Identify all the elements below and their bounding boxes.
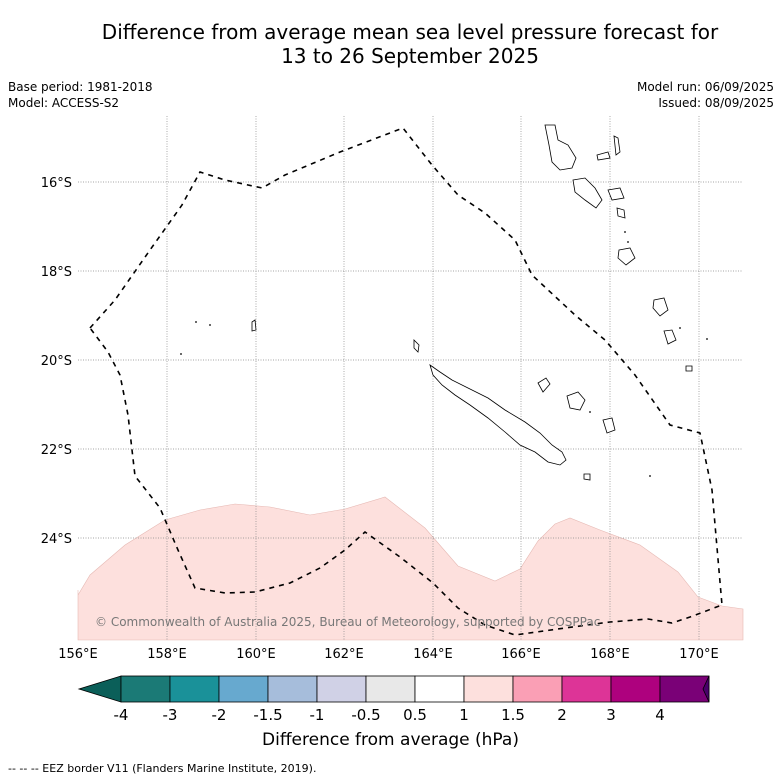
loyalty-island [566,391,586,411]
colorbar-high-extend [702,675,710,703]
colorbar-tick-label: 1 [459,706,469,724]
gridlines [78,116,743,640]
efate [617,247,636,266]
colorbar-tick-label: 3 [606,706,616,724]
colorbar-tick-label: 1.5 [501,706,525,724]
eez-legend-text: -- -- -- EEZ border V11 (Flanders Marine… [8,762,317,775]
issued-label: Issued: 08/09/2025 [658,96,774,110]
chesterfield-reef [251,319,257,332]
meta-left: Base period: 1981-2018 Model: ACCESS-S2 [8,79,153,111]
lat-tick-label: 18°S [41,265,72,280]
colorbar-tick-label: 0.5 [403,706,427,724]
colorbar-segment [316,675,367,703]
new-caledonia-coastline [429,364,567,466]
colorbar: -4 -3 -2 -1.5 -1 -0.5 0.5 1 1.5 2 3 4 [77,675,710,724]
islet [624,231,626,233]
eez-border [88,127,723,636]
islet [195,321,197,323]
vanuatu-island [616,207,626,219]
lat-tick-label: 24°S [41,532,72,547]
lon-tick-label: 166°E [501,647,541,662]
title-line-1: Difference from average mean sea level p… [101,20,719,44]
axis-labels: 16°S 18°S 20°S 22°S 24°S 156°E 158°E 160… [41,176,719,662]
colorbar-segment [610,675,661,703]
islet [209,324,211,326]
colorbar-low-extend [77,675,122,703]
lon-tick-label: 164°E [413,647,453,662]
colorbar-segment [414,675,465,703]
espiritu-santo [544,124,577,171]
lon-tick-label: 162°E [324,647,364,662]
colorbar-tick-label: -0.5 [351,706,380,724]
islet [649,475,651,477]
aneityum [685,365,693,372]
map-area: © Commonwealth of Australia 2025, Bureau… [77,116,744,641]
base-period-label: Base period: 1981-2018 [8,80,153,94]
colorbar-tick-label: -1.5 [253,706,282,724]
vanuatu-island [596,151,611,161]
model-run-label: Model run: 06/09/2025 [636,80,774,94]
lon-tick-label: 168°E [590,647,630,662]
belep-island [413,339,420,353]
colorbar-segment [659,675,710,703]
vanuatu-island [613,135,621,156]
vanuatu-island [607,187,625,201]
colorbar-segment [169,675,220,703]
islet [679,327,681,329]
colorbar-segment [463,675,514,703]
erromango [652,297,669,317]
colorbar-tick-label: -2 [212,706,227,724]
loyalty-island [602,417,616,434]
meta-right: Model run: 06/09/2025 Issued: 08/09/2025 [637,79,774,111]
islet [180,353,182,355]
model-label: Model: ACCESS-S2 [8,96,120,110]
islet [589,411,591,413]
lat-tick-label: 22°S [41,443,72,458]
colorbar-tick-label: -3 [163,706,178,724]
islet [627,241,629,243]
lon-tick-label: 158°E [147,647,187,662]
colorbar-tick-label: -4 [114,706,129,724]
tanna [663,329,677,345]
lon-tick-label: 170°E [679,647,719,662]
colorbar-segment [365,675,416,703]
isle-of-pines [583,473,591,481]
colorbar-tick-label: 2 [557,706,567,724]
map-title: Difference from average mean sea level p… [40,20,780,68]
islet [706,338,708,340]
colorbar-tick-label: -1 [310,706,325,724]
title-line-2: 13 to 26 September 2025 [281,44,539,68]
colorbar-segment [267,675,318,703]
colorbar-tick-label: 4 [655,706,665,724]
colorbar-segment [561,675,612,703]
pressure-anomaly-region [77,496,744,641]
lon-tick-label: 160°E [236,647,276,662]
lat-tick-label: 20°S [41,354,72,369]
loyalty-island [537,377,551,393]
malakula [572,177,603,209]
lon-tick-label: 156°E [58,647,98,662]
colorbar-segment [512,675,563,703]
lat-tick-label: 16°S [41,176,72,191]
copyright-text: © Commonwealth of Australia 2025, Bureau… [95,615,600,629]
colorbar-title: Difference from average (hPa) [262,730,519,750]
colorbar-segment [218,675,269,703]
colorbar-segment [120,675,171,703]
